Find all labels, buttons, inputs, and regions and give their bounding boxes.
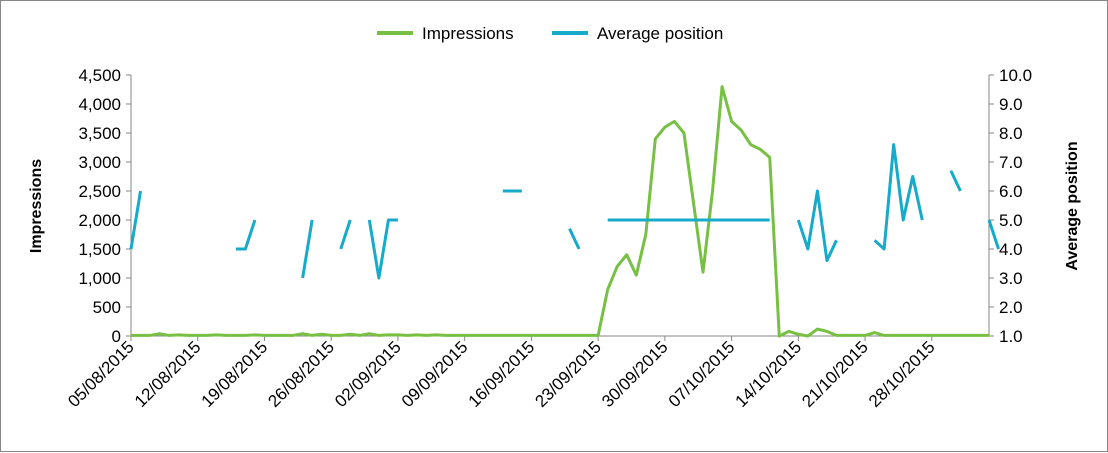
- series-line-average-position: [367, 218, 398, 280]
- y-axis-right-ticks: 1.0 2.0 3.0 4.0 5.0 6.0 7.0 8.0 9.0 10.0: [989, 66, 1032, 346]
- y-right-tick-label: 10.0: [999, 66, 1032, 85]
- legend-label-average-position: Average position: [597, 24, 723, 43]
- y-left-tick-label: 1,000: [78, 269, 121, 288]
- x-tick-label: 02/09/2015: [331, 337, 405, 411]
- y-right-tick-label: 1.0: [999, 327, 1023, 346]
- series-layer: [129, 85, 1000, 338]
- y-left-tick-label: 4,000: [78, 95, 121, 114]
- y-right-tick-label: 9.0: [999, 95, 1023, 114]
- series-impressions: [131, 85, 989, 338]
- y-right-tick-label: 5.0: [999, 211, 1023, 230]
- series-line-average-position: [301, 219, 314, 279]
- y-axis-left-title: Impressions: [28, 159, 45, 253]
- series-line-average-position: [129, 190, 143, 250]
- x-tick-label: 26/08/2015: [264, 337, 338, 411]
- series-line-average-position: [235, 219, 257, 251]
- x-tick-label: 23/09/2015: [531, 337, 605, 411]
- axes: [130, 75, 990, 337]
- y-left-tick-label: 500: [93, 298, 121, 317]
- x-tick-label: 05/08/2015: [64, 337, 138, 411]
- y-right-tick-label: 3.0: [999, 269, 1023, 288]
- y-right-tick-label: 8.0: [999, 124, 1023, 143]
- y-left-tick-label: 0: [112, 327, 121, 346]
- x-tick-label: 21/10/2015: [798, 337, 872, 411]
- series-average-position: [129, 143, 1000, 280]
- series-line-average-position: [339, 219, 352, 250]
- y-left-tick-label: 3,000: [78, 153, 121, 172]
- series-line-average-position: [873, 143, 924, 251]
- x-tick-label: 30/09/2015: [598, 337, 672, 411]
- y-axis-right-title: Average position: [1064, 141, 1081, 270]
- x-tick-label: 14/10/2015: [732, 337, 806, 411]
- y-right-tick-label: 4.0: [999, 240, 1023, 259]
- series-line-impressions: [131, 85, 989, 338]
- series-line-average-position: [796, 189, 838, 263]
- legend: Impressions Average position: [377, 24, 723, 43]
- x-tick-label: 28/10/2015: [865, 337, 939, 411]
- x-tick-label: 09/09/2015: [398, 337, 472, 411]
- y-right-tick-label: 6.0: [999, 182, 1023, 201]
- y-left-tick-label: 2,500: [78, 182, 121, 201]
- series-line-average-position: [949, 170, 962, 192]
- x-tick-label: 16/09/2015: [465, 337, 539, 411]
- y-right-tick-label: 2.0: [999, 298, 1023, 317]
- y-axis-left-ticks: 0 500 1,000 1,500 2,000 2,500 3,000 3,500 4,000 4…: [78, 66, 131, 346]
- x-axis-ticks: 05/08/201512/08/201519/08/201526/08/2015…: [64, 336, 939, 411]
- x-tick-label: 12/08/2015: [131, 337, 205, 411]
- y-left-tick-label: 1,500: [78, 240, 121, 259]
- y-right-tick-label: 7.0: [999, 153, 1023, 172]
- legend-label-impressions: Impressions: [422, 24, 514, 43]
- x-tick-label: 19/08/2015: [198, 337, 272, 411]
- series-line-average-position: [987, 219, 1000, 250]
- x-tick-label: 07/10/2015: [665, 337, 739, 411]
- y-left-tick-label: 4,500: [78, 66, 121, 85]
- series-line-average-position: [568, 228, 581, 250]
- y-left-tick-label: 2,000: [78, 211, 121, 230]
- y-left-tick-label: 3,500: [78, 124, 121, 143]
